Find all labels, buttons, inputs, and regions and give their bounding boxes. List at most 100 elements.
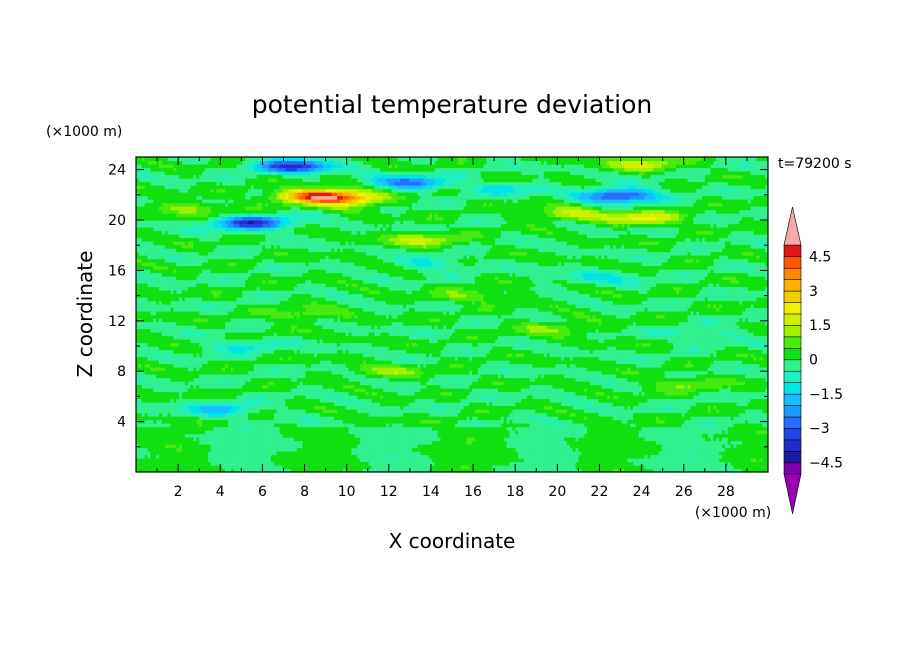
field-cell [227, 433, 232, 438]
field-cell [595, 454, 600, 459]
field-cell [638, 423, 643, 428]
field-cell [385, 409, 390, 414]
field-cell [230, 402, 235, 407]
field-cell [765, 423, 768, 428]
field-cell [449, 454, 453, 459]
field-cell [589, 426, 594, 431]
field-cell [658, 451, 663, 456]
field-cell [509, 419, 513, 424]
field-cell [592, 461, 597, 466]
field-cell [561, 440, 565, 445]
field-cell [420, 440, 424, 445]
field-cell [400, 458, 404, 463]
field-cell [351, 454, 355, 459]
field-cell [526, 409, 531, 414]
field-cell [569, 433, 574, 438]
field-cell [262, 423, 266, 428]
field-cell [716, 437, 720, 442]
field-cell [187, 458, 192, 463]
field-cell [578, 409, 582, 414]
field-cell [650, 461, 654, 466]
field-cell [532, 461, 536, 466]
field-cell [664, 458, 669, 463]
field-cell [362, 419, 367, 424]
field-cell [486, 433, 490, 438]
field-cell [202, 433, 206, 438]
field-cell [627, 447, 631, 452]
field-cell [259, 419, 263, 424]
field-cell [193, 409, 197, 414]
field-cell [569, 451, 574, 456]
field-cell [265, 468, 269, 472]
field-cell [564, 461, 568, 466]
field-cell [518, 423, 522, 428]
field-cell [150, 416, 154, 421]
field-cell [457, 430, 462, 435]
field-cell [500, 405, 505, 410]
field-cell [486, 461, 490, 466]
field-cell [362, 430, 367, 435]
field-cell [598, 468, 602, 472]
field-cell [236, 444, 241, 449]
field-cell [684, 412, 689, 417]
field-cell [598, 419, 602, 424]
field-cell [207, 423, 212, 428]
field-cell [693, 458, 697, 463]
field-cell [187, 468, 192, 472]
field-cell [236, 412, 241, 417]
field-cell [730, 426, 735, 431]
field-cell [158, 447, 163, 452]
field-cell [584, 444, 588, 449]
field-cell [377, 461, 381, 466]
field-cell [690, 458, 694, 463]
field-cell [561, 412, 565, 417]
field-cell [710, 461, 715, 466]
field-cell [601, 416, 605, 421]
field-cell [650, 433, 654, 438]
field-cell [535, 430, 539, 435]
field-cell [500, 437, 505, 442]
field-cell [434, 405, 439, 410]
field-cell [472, 412, 476, 417]
field-cell [285, 419, 289, 424]
field-cell [673, 419, 677, 424]
field-cell [227, 426, 232, 431]
field-cell [365, 426, 370, 431]
field-cell [296, 454, 301, 459]
field-cell [348, 444, 353, 449]
field-cell [658, 468, 663, 472]
field-cell [397, 458, 401, 463]
field-cell [406, 451, 410, 456]
field-cell [170, 468, 174, 472]
field-cell [647, 437, 651, 442]
field-cell [311, 468, 315, 472]
field-cell [193, 402, 197, 407]
field-cell [156, 447, 160, 452]
field-cell [457, 426, 462, 431]
field-cell [495, 458, 499, 463]
field-cell [408, 465, 413, 470]
field-cell [512, 409, 516, 414]
field-cell [747, 454, 752, 459]
field-cell [150, 419, 154, 424]
field-cell [466, 430, 470, 435]
field-cell [650, 409, 654, 414]
field-cell [727, 412, 732, 417]
field-cell [397, 416, 401, 421]
field-cell [532, 447, 536, 452]
field-cell [345, 419, 350, 424]
field-cell [339, 468, 344, 472]
field-cell [334, 447, 338, 452]
field-cell [667, 454, 671, 459]
field-cell [394, 454, 399, 459]
field-cell [291, 461, 295, 466]
field-cell [500, 451, 505, 456]
field-cell [196, 447, 200, 452]
field-cell [222, 437, 226, 442]
field-cell [569, 405, 574, 410]
field-cell [724, 465, 729, 470]
field-cell [420, 468, 424, 472]
field-cell [756, 447, 760, 452]
field-cell [635, 416, 640, 421]
field-cell [351, 405, 355, 410]
